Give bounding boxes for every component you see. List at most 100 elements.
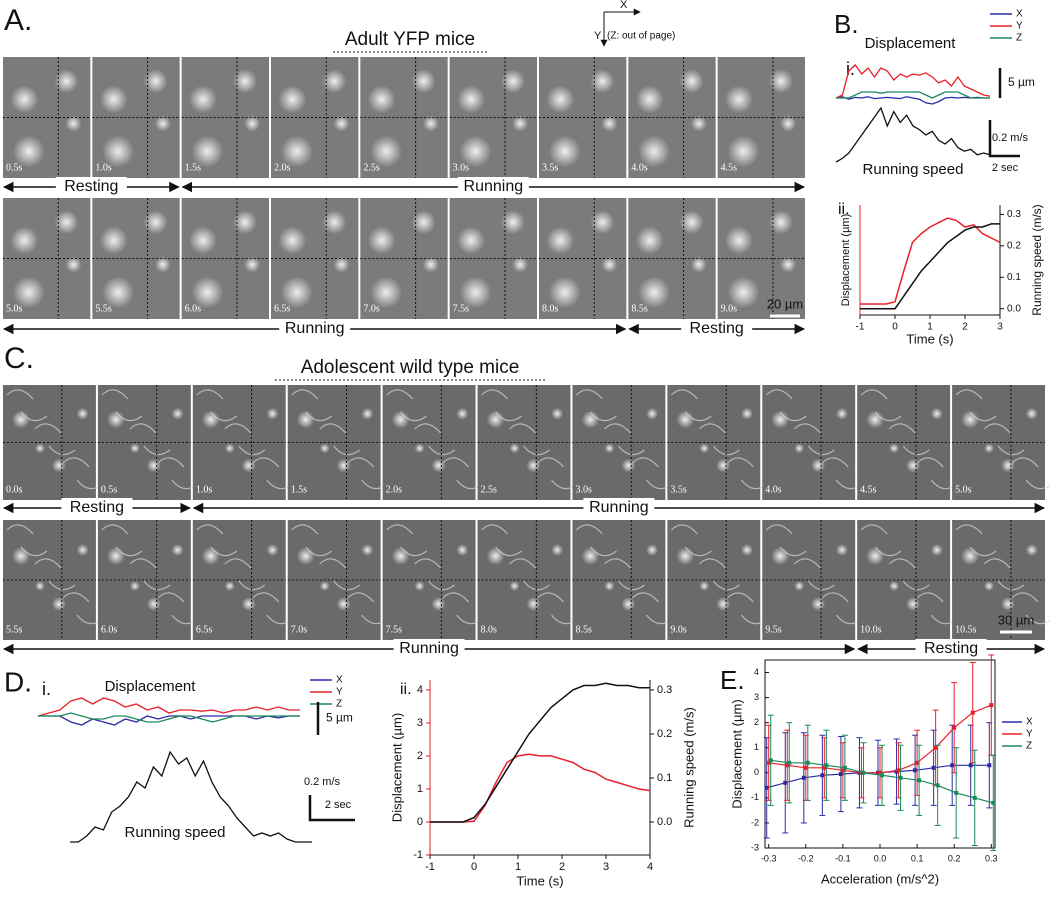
data-point: [785, 763, 790, 768]
data-point: [933, 745, 938, 750]
image-feature: [698, 558, 726, 569]
frame-time: 9.5s: [765, 624, 782, 635]
image-feature: [367, 226, 396, 255]
scale-bar-label: 5 µm: [1008, 75, 1035, 89]
data-point: [801, 775, 806, 780]
image-feature: [725, 85, 753, 114]
image-feature: [576, 389, 603, 400]
label-bg: [457, 177, 529, 197]
image-feature: [224, 558, 252, 569]
x-tick-label: 0: [892, 322, 898, 333]
frame-time: 4.5s: [721, 162, 738, 173]
image-feature: [10, 226, 39, 255]
y-tick-label: 4: [417, 684, 423, 696]
image-feature: [741, 407, 754, 420]
image-feature: [604, 423, 631, 434]
frame-time: 3.5s: [670, 484, 687, 495]
frame-time: 9.0s: [670, 624, 687, 635]
image-feature: [370, 135, 403, 168]
y-axis-label: Displacement (µm): [389, 713, 404, 822]
image-feature: [232, 69, 257, 94]
image-feature: [589, 546, 617, 557]
image-feature: [684, 546, 712, 557]
scale-bar-label: 0.2 m/s: [992, 132, 1029, 144]
image-feature: [481, 524, 508, 535]
label-bg: [393, 639, 465, 659]
image-feature: [500, 69, 525, 94]
image-feature: [51, 458, 66, 473]
image-feature: [391, 410, 410, 429]
data-point: [950, 763, 955, 768]
image-feature: [20, 546, 48, 557]
image-feature: [889, 443, 900, 454]
image-feature: [961, 410, 980, 429]
panel-letter: D.: [4, 666, 32, 697]
image-feature: [793, 558, 821, 569]
image-feature: [422, 115, 439, 132]
image-feature: [361, 544, 374, 556]
image-feature: [888, 558, 916, 569]
image-feature: [635, 85, 664, 114]
image-feature: [509, 443, 520, 454]
image-feature: [76, 407, 89, 420]
image-feature: [101, 389, 129, 400]
y2-tick-label: 0.1: [1007, 272, 1021, 283]
image-feature: [291, 524, 319, 535]
image-feature: [456, 407, 469, 420]
image-feature: [811, 597, 826, 611]
image-feature: [291, 389, 319, 400]
image-feature: [632, 592, 659, 603]
frame-time: 10.0s: [860, 624, 882, 635]
label-bg: [583, 498, 655, 518]
image-feature: [232, 210, 257, 235]
image-feature: [984, 581, 995, 591]
data-point: [824, 763, 829, 768]
label-bg: [55, 177, 127, 197]
image-feature: [241, 597, 256, 611]
image-feature: [621, 458, 636, 473]
image-feature: [414, 558, 442, 569]
image-feature: [370, 276, 403, 309]
image-feature: [252, 592, 280, 603]
axis-key-label: (Z: out of page): [607, 31, 675, 42]
y-tick-label: 2: [754, 717, 759, 727]
image-feature: [386, 389, 414, 400]
subpanel-label: ii.: [400, 681, 412, 698]
image-feature: [414, 443, 425, 454]
image-feature: [244, 256, 261, 273]
image-feature: [551, 407, 564, 420]
image-feature: [422, 256, 439, 273]
image-feature: [1011, 457, 1039, 468]
y2-tick-label: 0.2: [1007, 240, 1021, 251]
image-feature: [431, 458, 446, 473]
image-feature: [768, 210, 793, 235]
scale-bar: [308, 795, 355, 822]
scale-bar-label: 2 sec: [325, 799, 352, 811]
x-tick-label: -0.2: [798, 853, 814, 863]
image-feature: [400, 411, 428, 422]
y-tick-label: -1: [413, 849, 423, 861]
image-feature: [146, 458, 161, 473]
image-feature: [969, 411, 997, 422]
image-feature: [280, 135, 313, 168]
y-axis-label: Displacement (µm): [729, 699, 744, 808]
image-feature: [765, 524, 793, 535]
image-feature: [1001, 597, 1016, 611]
image-feature: [1011, 592, 1039, 603]
image-feature: [322, 210, 347, 235]
x-tick-label: 0.1: [911, 853, 924, 863]
x-tick-label: -0.3: [761, 853, 777, 863]
legend-label: X: [1016, 9, 1023, 20]
image-feature: [509, 581, 520, 591]
image-feature: [442, 592, 470, 603]
trace-line: [835, 96, 990, 105]
image-feature: [20, 411, 48, 422]
image-feature: [779, 546, 807, 557]
frame-time: 2.0s: [274, 162, 291, 173]
trace-line: [37, 697, 300, 717]
image-feature: [955, 524, 983, 535]
label-bg: [279, 319, 351, 339]
image-feature: [646, 544, 659, 556]
image-feature: [548, 276, 581, 309]
